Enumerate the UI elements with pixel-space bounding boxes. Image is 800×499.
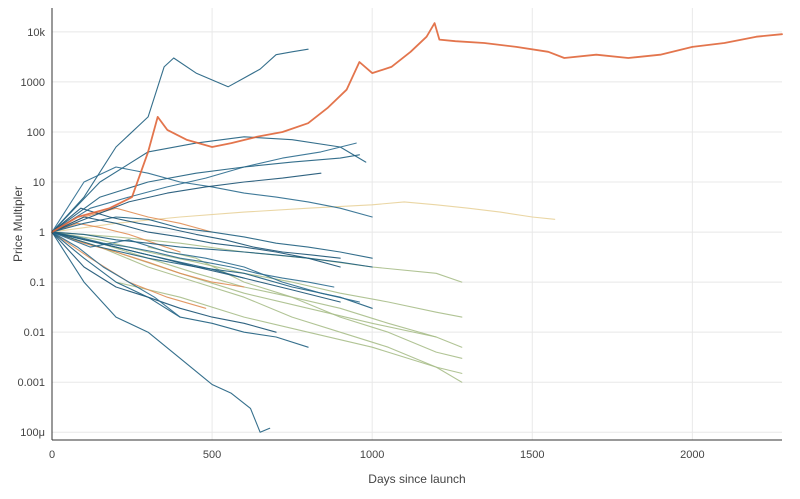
series-line bbox=[51, 142, 357, 233]
y-tick-label: 0.001 bbox=[17, 377, 45, 389]
series-line bbox=[51, 166, 373, 233]
x-tick-label: 1500 bbox=[520, 449, 544, 461]
series-line bbox=[51, 231, 373, 268]
y-tick-label: 0.1 bbox=[30, 277, 45, 289]
x-axis-title: Days since launch bbox=[368, 472, 465, 486]
y-tick-label: 100 bbox=[27, 127, 45, 139]
y-tick-label: 100μ bbox=[20, 427, 45, 439]
series-line bbox=[147, 246, 463, 359]
series-line bbox=[51, 22, 783, 234]
series-line bbox=[51, 207, 341, 259]
series-group bbox=[51, 22, 783, 433]
series-line bbox=[51, 231, 437, 338]
series-line bbox=[51, 154, 360, 233]
y-tick-label: 10k bbox=[27, 27, 45, 39]
series-line bbox=[51, 231, 463, 348]
axes: 0 500 1000 1500 2000 100μ 0.001 0.01 0.1 1 10 100 10… bbox=[17, 8, 782, 461]
y-axis-title: Price Multipler bbox=[11, 186, 25, 262]
series-line bbox=[51, 201, 556, 233]
x-tick-label: 500 bbox=[203, 449, 221, 461]
series-line bbox=[51, 231, 277, 333]
series-line bbox=[51, 231, 335, 288]
y-tick-label: 1000 bbox=[21, 77, 45, 89]
x-tick-label: 0 bbox=[49, 449, 55, 461]
series-line bbox=[115, 281, 463, 374]
grid bbox=[51, 8, 782, 440]
series-line bbox=[51, 48, 309, 233]
y-tick-label: 0.01 bbox=[24, 327, 45, 339]
x-tick-label: 1000 bbox=[360, 449, 384, 461]
series-line bbox=[51, 216, 373, 259]
series-line bbox=[51, 231, 245, 288]
series-line bbox=[51, 231, 181, 318]
y-tick-label: 10 bbox=[33, 177, 45, 189]
series-line bbox=[51, 136, 367, 233]
series-line bbox=[51, 231, 245, 279]
series-line bbox=[51, 231, 463, 383]
y-tick-label: 1 bbox=[39, 227, 45, 239]
series-line bbox=[51, 172, 322, 233]
x-tick-label: 2000 bbox=[680, 449, 704, 461]
series-line bbox=[51, 231, 271, 433]
